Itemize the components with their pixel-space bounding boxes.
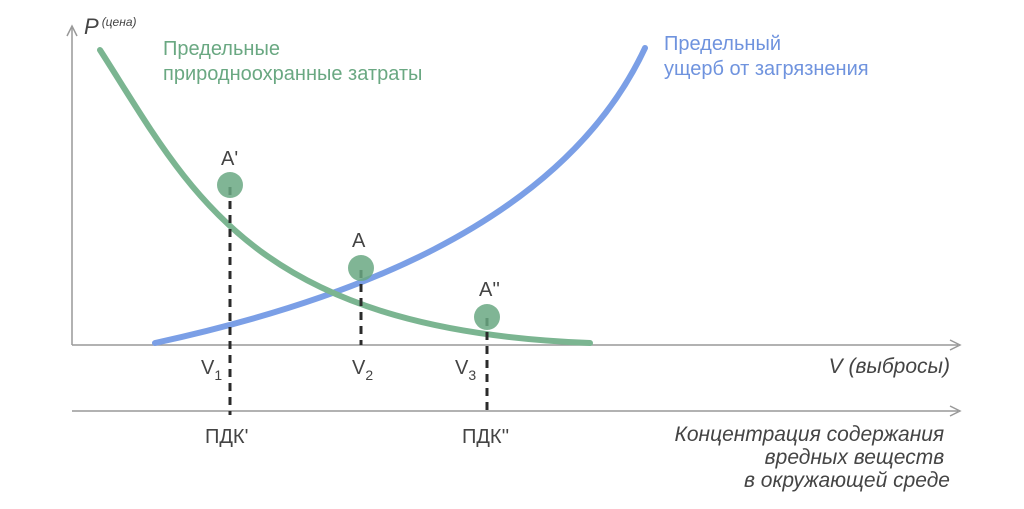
- pdk-double-label: ПДК'': [462, 426, 509, 448]
- point-a-prime-marker: [217, 172, 243, 198]
- x-axis-arrow: [949, 339, 962, 351]
- x-axis-label: V (выбросы): [829, 355, 950, 378]
- damage-curve-label: Предельный ущерб от загрязнения: [664, 33, 869, 80]
- marginal-abatement-curve: [97, 47, 593, 346]
- v1-tick-label: V1: [201, 357, 222, 383]
- point-a-label: A: [352, 230, 366, 252]
- point-a-double-label: A'': [479, 279, 500, 301]
- y-axis-arrow: [66, 24, 78, 37]
- v2-tick-label: V2: [352, 357, 373, 383]
- y-axis-label: P (цена): [84, 14, 137, 39]
- concentration-label: Концентрация содержания вредных веществ …: [674, 423, 950, 492]
- point-a-prime-label: A': [221, 148, 238, 170]
- point-a-double-marker: [474, 304, 500, 330]
- marginal-damage-curve: [152, 45, 648, 346]
- pdk-prime-label: ПДК': [205, 426, 248, 448]
- point-a-marker: [348, 255, 374, 281]
- abatement-curve-label: Предельные природноохранные затраты: [163, 38, 422, 85]
- v3-tick-label: V3: [455, 357, 476, 383]
- concentration-axis-arrow: [949, 405, 962, 417]
